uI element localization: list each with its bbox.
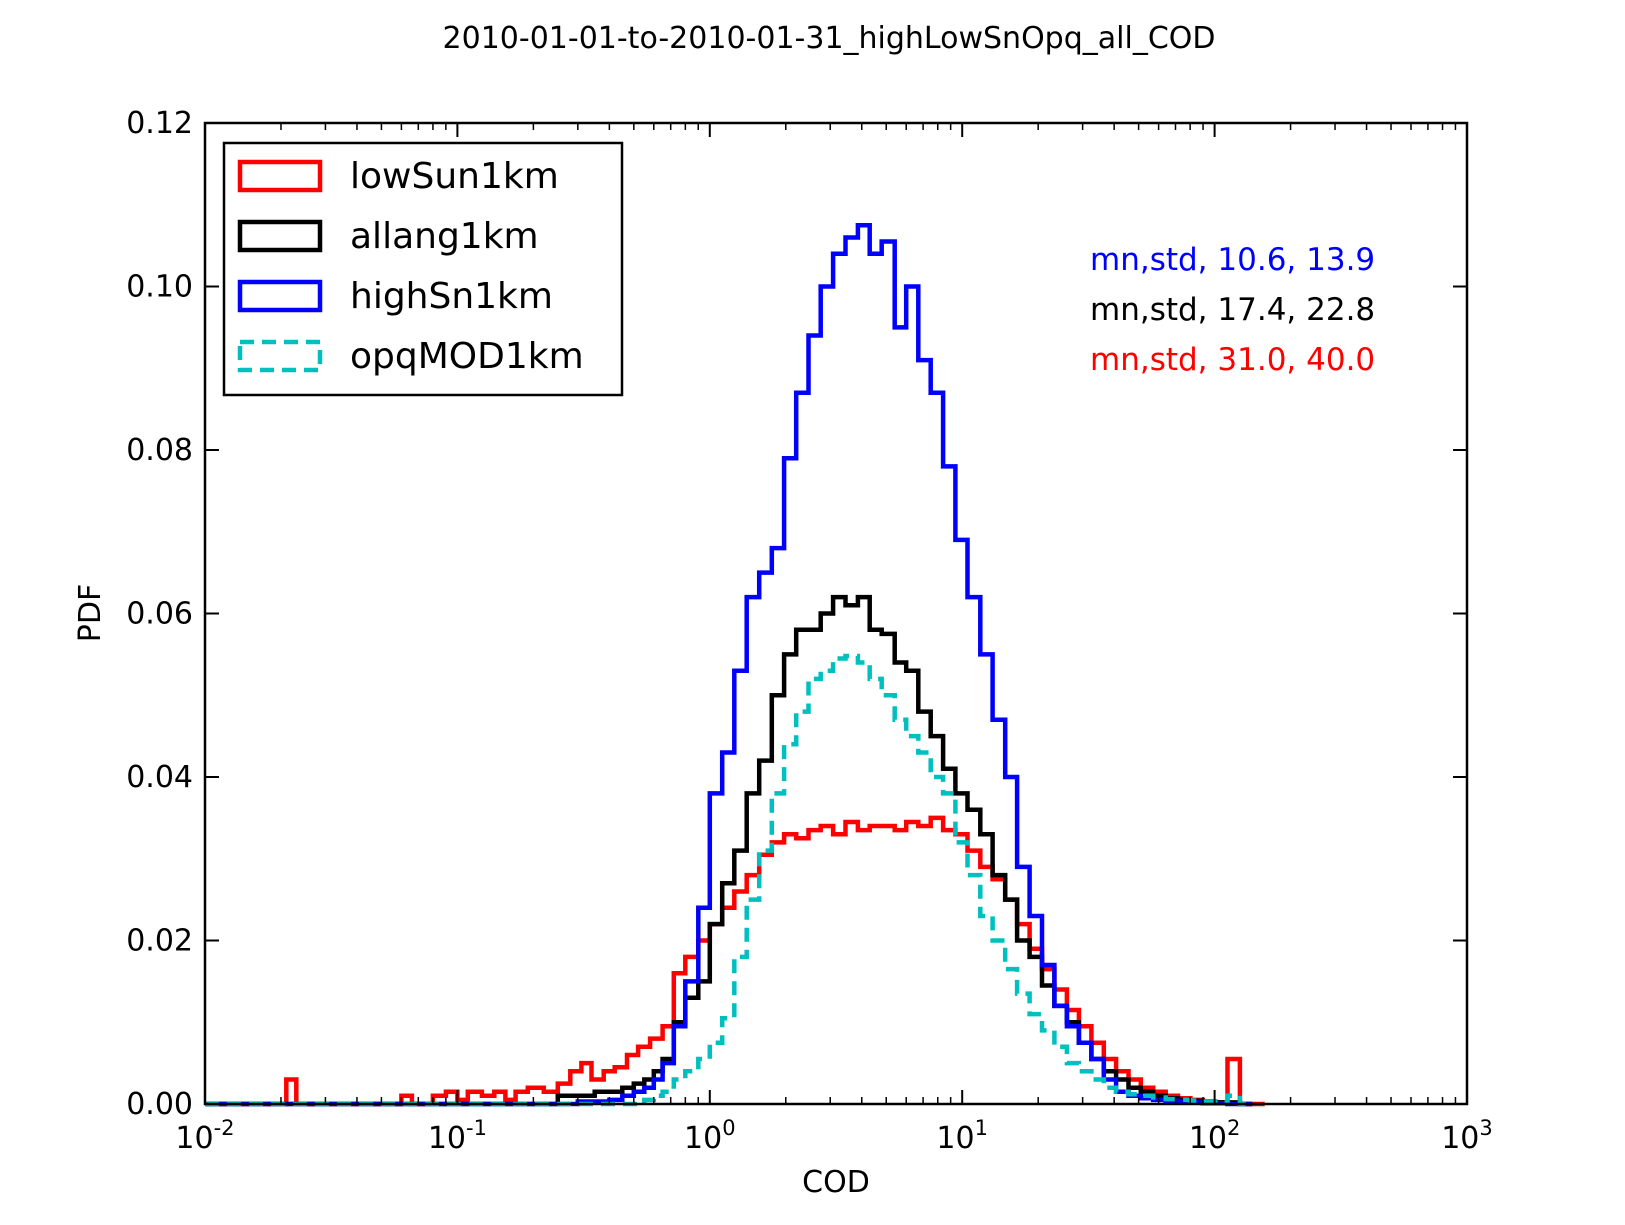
y-tick-label: 0.00	[126, 1087, 193, 1122]
axis-ticks: 10-2 10-1 100 101 102 103 0.00 0.02 0.04 0.06 0.08…	[126, 106, 1493, 1156]
series-line-allang1km	[205, 594, 1253, 1107]
stats-annotation: mn,std, 31.0, 40.0	[1090, 342, 1375, 378]
y-tick-label: 0.04	[126, 760, 193, 795]
legend-swatch-highsn1km	[237, 279, 323, 313]
legend-label: allang1km	[350, 216, 539, 257]
series-line-opqmod1km	[205, 653, 1253, 1107]
chart-title: 2010-01-01-to-2010-01-31_highLowSnOpq_al…	[443, 21, 1216, 56]
legend-swatch-allang1km	[237, 219, 323, 253]
y-tick-label: 0.08	[126, 433, 193, 468]
y-axis-label: PDF	[73, 584, 108, 642]
stats-annotations: mn,std, 10.6, 13.9 mn,std, 17.4, 22.8 mn,s…	[1090, 242, 1375, 378]
stats-annotation: mn,std, 17.4, 22.8	[1090, 292, 1375, 328]
legend-frame	[222, 141, 624, 397]
plot-series	[205, 222, 1265, 1107]
y-tick-label: 0.10	[126, 270, 193, 305]
stats-annotation: mn,std, 10.6, 13.9	[1090, 242, 1375, 278]
y-tick-label: 0.06	[126, 597, 193, 632]
x-axis-label: COD	[802, 1165, 870, 1200]
legend: lowSun1km allang1km highSn1km opqMOD1km	[222, 141, 624, 397]
x-tick-label: 10-2	[175, 1116, 234, 1156]
legend-label: lowSun1km	[350, 156, 559, 197]
x-tick-label: 103	[1441, 1116, 1493, 1156]
legend-swatch-opqmod1km	[237, 339, 323, 373]
legend-label: opqMOD1km	[350, 336, 584, 377]
legend-label: highSn1km	[350, 276, 553, 317]
y-tick-label: 0.02	[126, 924, 193, 959]
x-tick-label: 101	[936, 1116, 988, 1156]
x-tick-label: 100	[684, 1116, 736, 1156]
legend-swatch-lowsun1km	[237, 159, 323, 193]
x-tick-label: 102	[1189, 1116, 1241, 1156]
x-tick-label: 10-1	[428, 1116, 487, 1156]
y-tick-label: 0.12	[126, 106, 193, 141]
